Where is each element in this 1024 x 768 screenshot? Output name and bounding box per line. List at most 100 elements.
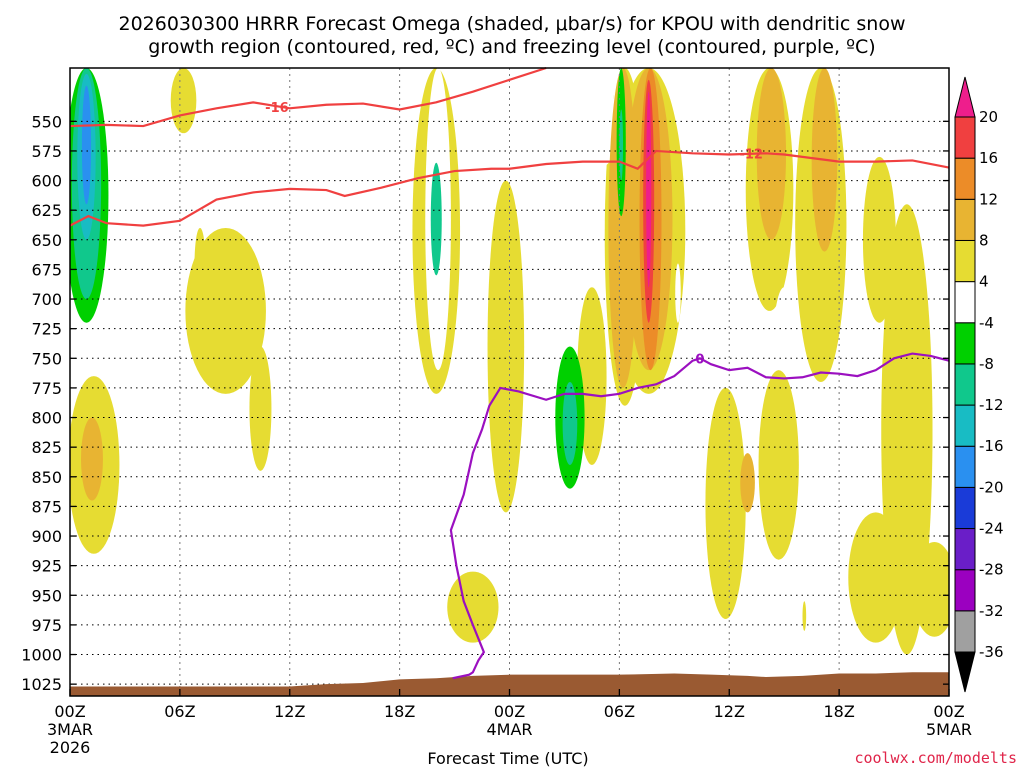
x-tick-year-0: 2026 <box>50 738 91 757</box>
omega-area-neg20-55 <box>81 85 92 205</box>
omega-area-neg12-49 <box>430 162 442 276</box>
x-tick-label-48: 00Z <box>933 702 964 721</box>
omega-area-neg12-50 <box>562 382 578 465</box>
y-tick-label-700: 700 <box>31 290 62 309</box>
colorbar-label-2: -28 <box>979 561 1004 579</box>
dgz-minus-12-label: -12 <box>739 147 763 162</box>
omega-area-neg4-8 <box>377 109 389 181</box>
x-axis-label: Forecast Time (UTC) <box>427 749 588 768</box>
colorbar-swatch-12 <box>954 157 976 200</box>
axes: 550 575 600 625 650 675 700 725 750 775 800 825 850 8… <box>21 112 972 757</box>
y-tick-label-825: 825 <box>31 438 62 457</box>
x-tick-date-48: 5MAR <box>926 720 972 739</box>
x-tick-date-24: 4MAR <box>486 720 532 739</box>
colorbar-label-12: 16 <box>979 149 998 167</box>
colorbar-swatch-6 <box>954 404 976 447</box>
omega-area-neg4-32 <box>148 583 175 655</box>
colorbar-label-5: -16 <box>979 437 1004 455</box>
dgz-minus-16-line <box>69 66 547 128</box>
y-tick-label-975: 975 <box>31 616 62 635</box>
omega-area-neg4-21 <box>698 210 724 365</box>
colorbar-swatch-1 <box>954 610 976 653</box>
dgz-minus-12-line <box>69 149 950 227</box>
x-tick-label-18: 18Z <box>384 702 415 721</box>
y-tick-label-850: 850 <box>31 468 62 487</box>
omega-area-pos4-36 <box>802 601 807 631</box>
colorbar-swatch-7 <box>954 363 976 406</box>
omega-area-neg4-33 <box>535 269 558 359</box>
y-tick-label-550: 550 <box>31 112 62 131</box>
y-tick-label-900: 900 <box>31 527 62 546</box>
colorbar-swatch-4 <box>954 486 976 530</box>
omega-area-neg4-35 <box>675 263 681 323</box>
omega-area-pos20-56 <box>646 91 652 288</box>
credit-text: coolwx.com/modelts <box>854 749 1017 767</box>
colorbar-swatch-max <box>954 76 976 118</box>
omega-area-neg4-34 <box>635 642 644 661</box>
omega-area-neg12-52 <box>619 109 624 181</box>
omega-area-pos4-3 <box>185 227 266 394</box>
y-tick-label-925: 925 <box>31 557 62 576</box>
y-tick-label-575: 575 <box>31 142 62 161</box>
colorbar-label-7: -8 <box>979 355 994 373</box>
omega-area-neg4-31 <box>500 68 559 169</box>
colorbar-label-3: -24 <box>979 520 1004 538</box>
y-tick-label-800: 800 <box>31 409 62 428</box>
colorbar-swatch-9 <box>954 281 976 324</box>
omega-area-pos4-29 <box>848 512 904 643</box>
omega-area-pos4-16 <box>577 287 607 465</box>
y-tick-label-725: 725 <box>31 320 62 339</box>
colorbar-swatch-3 <box>954 528 976 571</box>
y-tick-label-675: 675 <box>31 260 62 279</box>
colorbar-swatch-13 <box>954 116 976 159</box>
omega-area-neg4-5 <box>229 589 252 643</box>
colorbar-label-11: 12 <box>979 190 998 208</box>
title-line-2: growth region (contoured, red, ºC) and f… <box>148 36 875 58</box>
title-line-1: 2026030300 HRRR Forecast Omega (shaded, … <box>118 13 905 35</box>
y-tick-label-1025: 1025 <box>21 675 62 694</box>
omega-area-pos4-2 <box>170 68 197 134</box>
omega-area-pos4-22 <box>705 387 746 619</box>
y-tick-label-600: 600 <box>31 172 62 191</box>
x-tick-label-30: 06Z <box>604 702 635 721</box>
colorbar-swatch-5 <box>954 445 976 488</box>
colorbar-swatch-8 <box>954 322 976 365</box>
omega-area-pos4-38 <box>447 571 499 643</box>
y-tick-label-625: 625 <box>31 201 62 220</box>
colorbar-label-0: -36 <box>979 643 1004 661</box>
x-tick-label-0: 00Z <box>54 702 85 721</box>
colorbar-label-10: 8 <box>979 231 989 249</box>
omega-area-pos4-26 <box>758 370 799 560</box>
colorbar-swatch-11 <box>954 198 976 241</box>
omega-area-neg4-11 <box>390 512 475 602</box>
x-tick-date-0: 3MAR <box>47 720 93 739</box>
omega-area-pos8-45 <box>740 453 755 513</box>
omega-area-pos4-13 <box>487 180 525 513</box>
x-tick-label-24: 00Z <box>494 702 525 721</box>
colorbar-swatch-10 <box>954 239 976 283</box>
y-tick-label-650: 650 <box>31 231 62 250</box>
colorbar-label-6: -12 <box>979 396 1004 414</box>
omega-area-pos8-40 <box>80 417 103 501</box>
x-tick-label-42: 18Z <box>823 702 854 721</box>
y-tick-label-875: 875 <box>31 497 62 516</box>
omega-area-neg4-7 <box>377 168 396 347</box>
x-tick-label-36: 12Z <box>714 702 745 721</box>
y-tick-label-775: 775 <box>31 379 62 398</box>
colorbar-label-8: -4 <box>979 314 994 332</box>
colorbar-label-13: 20 <box>979 108 998 126</box>
colorbar-label-9: 4 <box>979 273 989 291</box>
omega-area-neg4-20 <box>575 85 620 169</box>
chart-title: 2026030300 HRRR Forecast Omega (shaded, … <box>118 13 905 58</box>
colorbar-label-4: -20 <box>979 478 1004 496</box>
y-tick-label-750: 750 <box>31 349 62 368</box>
omega-area-neg4-12 <box>379 559 402 614</box>
x-tick-label-6: 06Z <box>164 702 195 721</box>
colorbar-swatch-2 <box>954 569 976 612</box>
omega-area-neg4-6 <box>253 68 283 140</box>
colorbar-label-1: -32 <box>979 602 1004 620</box>
omega-area-pos4-37 <box>194 227 206 300</box>
contours: -16 -12 0 <box>69 66 950 680</box>
y-tick-label-950: 950 <box>31 586 62 605</box>
